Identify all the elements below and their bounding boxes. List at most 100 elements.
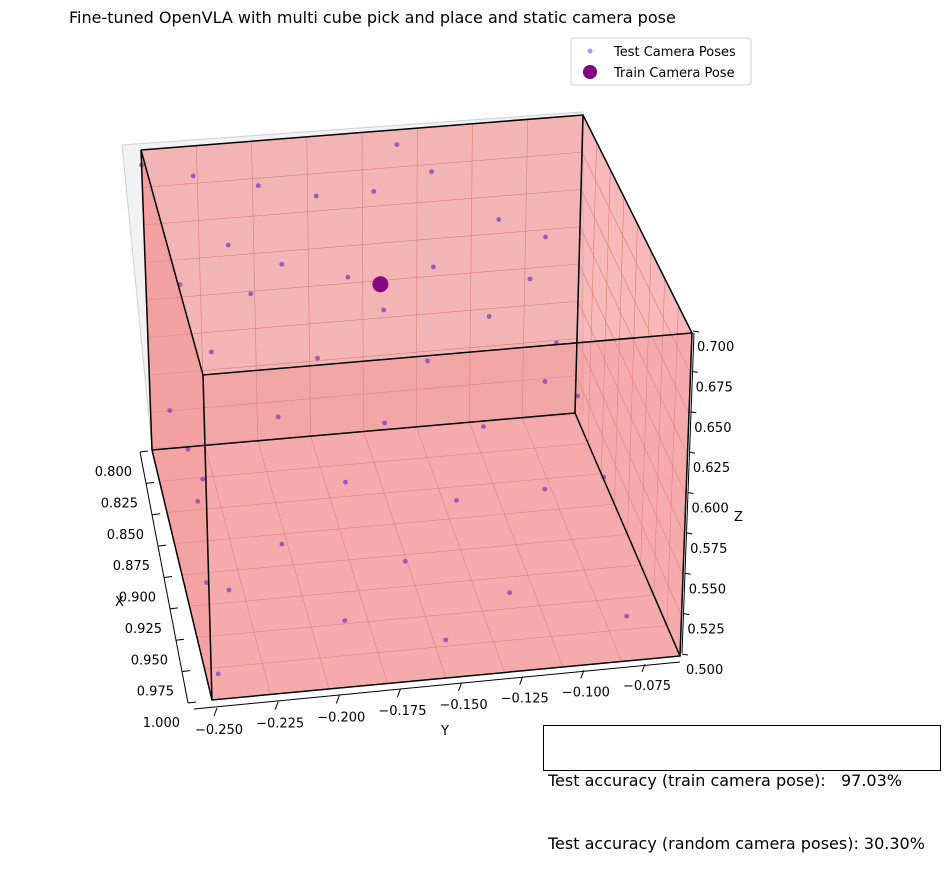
y-tick-mark [335, 695, 340, 704]
y-axis-label: Y [440, 724, 449, 739]
legend-train-marker [583, 65, 597, 79]
x-tick-label: 1.000 [143, 716, 180, 731]
test-camera-pose-point [496, 217, 502, 222]
test-camera-pose-point [507, 590, 513, 596]
y-tick-mark [458, 682, 463, 692]
test-camera-pose-point [425, 358, 430, 364]
test-camera-pose-point [431, 264, 436, 270]
cube-volume [141, 115, 692, 700]
y-tick-label: −0.225 [256, 717, 304, 732]
y-tick-label: −0.075 [623, 679, 671, 694]
z-tick-mark [684, 572, 691, 575]
y-tick-label: −0.150 [440, 698, 488, 713]
test-camera-pose-point [226, 587, 232, 593]
legend-train-label: Train Camera Pose [613, 66, 735, 81]
x-tick-mark [181, 670, 191, 673]
x-axis-label: X [115, 595, 124, 610]
legend: Test Camera Poses Train Camera Pose [570, 37, 752, 86]
z-tick-mark [692, 330, 700, 333]
test-camera-pose-point [371, 189, 377, 194]
test-camera-pose-point [382, 420, 387, 426]
test-camera-pose-point [575, 393, 580, 399]
accuracy-train-text: Test accuracy (train camera pose): 97.03… [548, 771, 902, 790]
test-camera-pose-point [204, 580, 209, 585]
data-points [139, 142, 630, 677]
test-camera-pose-point [255, 183, 261, 189]
y-tick-label: −0.250 [195, 723, 243, 738]
test-camera-pose-point [342, 618, 348, 623]
test-camera-pose-point [543, 234, 548, 240]
x-tick-mark [163, 576, 173, 578]
test-camera-pose-point [200, 476, 206, 482]
x-tick-mark [139, 450, 149, 453]
test-camera-pose-point [215, 671, 221, 677]
test-camera-pose-point [381, 307, 387, 313]
accuracy-box: Test accuracy (train camera pose): 97.03… [543, 725, 941, 853]
test-camera-pose-point [394, 142, 400, 148]
test-camera-pose-point [429, 169, 434, 175]
z-tick-label: 0.550 [689, 582, 726, 597]
y-tick-mark [519, 676, 524, 685]
chart-canvas: Fine-tuned OpenVLA with multi cube pick … [69, 8, 752, 739]
z-tick-mark [690, 411, 697, 414]
z-tick-mark [683, 613, 690, 616]
z-tick-label: 0.600 [692, 502, 729, 517]
test-camera-pose-point [343, 479, 348, 485]
test-camera-pose-point [315, 355, 320, 361]
z-tick-mark [687, 492, 694, 494]
x-tick-label: 0.850 [107, 528, 144, 543]
x-tick-label: 0.825 [101, 496, 138, 511]
test-camera-pose-point [454, 497, 459, 503]
z-tick-label: 0.525 [687, 623, 724, 638]
z-tick-mark [688, 451, 695, 454]
z-tick-label: 0.625 [693, 461, 730, 476]
legend-test-label: Test Camera Poses [613, 45, 736, 60]
z-tick-mark [691, 370, 698, 373]
test-camera-pose-point [167, 408, 173, 413]
x-tick-label: 0.875 [113, 559, 150, 574]
x-tick-label: 0.900 [119, 591, 156, 606]
chart-title: Fine-tuned OpenVLA with multi cube pick … [69, 8, 676, 27]
x-tick-mark [145, 481, 155, 484]
train-camera-pose-point [372, 276, 389, 293]
axis-ticks: 0.800 0.825 0.850 0.875 0.900 0.925 0.950 0.975… [95, 330, 734, 738]
x-tick-label: 0.950 [131, 653, 168, 668]
x-tick-label: 0.800 [95, 465, 132, 480]
z-tick-label: 0.675 [696, 380, 733, 395]
y-tick-mark [641, 663, 646, 673]
x-tick-label: 0.925 [125, 622, 162, 637]
legend-test-marker [587, 48, 593, 54]
test-camera-pose-point [624, 613, 630, 619]
y-tick-label: −0.175 [378, 704, 426, 719]
test-camera-pose-point [481, 424, 486, 429]
z-tick-mark [686, 532, 693, 535]
z-axis-label: Z [734, 510, 743, 525]
test-camera-pose-point [185, 446, 191, 452]
z-tick-label: 0.500 [686, 663, 723, 678]
test-camera-pose-point [279, 261, 285, 267]
cube-edges [140, 114, 694, 701]
test-camera-pose-point [248, 291, 254, 297]
y-tick-mark [213, 707, 218, 717]
x-tick-label: 0.975 [137, 685, 174, 700]
x-tick-mark [151, 513, 161, 516]
z-tick-mark [681, 653, 689, 656]
y-tick-label: −0.100 [562, 685, 610, 700]
x-tick-mark [157, 544, 167, 547]
y-tick-mark [396, 688, 401, 698]
z-tick-label: 0.650 [694, 421, 731, 436]
y-tick-mark [580, 670, 585, 679]
accuracy-random-text: Test accuracy (random camera poses): 30.… [548, 834, 925, 853]
test-camera-pose-point [542, 486, 548, 492]
test-camera-pose-point [443, 637, 449, 643]
test-camera-pose-point [313, 193, 319, 199]
test-camera-pose-point [279, 541, 285, 547]
y-tick-label: −0.200 [317, 710, 365, 725]
test-camera-pose-point [486, 313, 492, 319]
z-tick-label: 0.700 [697, 340, 734, 355]
test-camera-pose-point [345, 274, 351, 280]
test-camera-pose-point [527, 276, 533, 282]
z-tick-label: 0.575 [690, 542, 727, 557]
x-tick-mark [187, 701, 197, 704]
test-camera-pose-point [190, 173, 196, 179]
